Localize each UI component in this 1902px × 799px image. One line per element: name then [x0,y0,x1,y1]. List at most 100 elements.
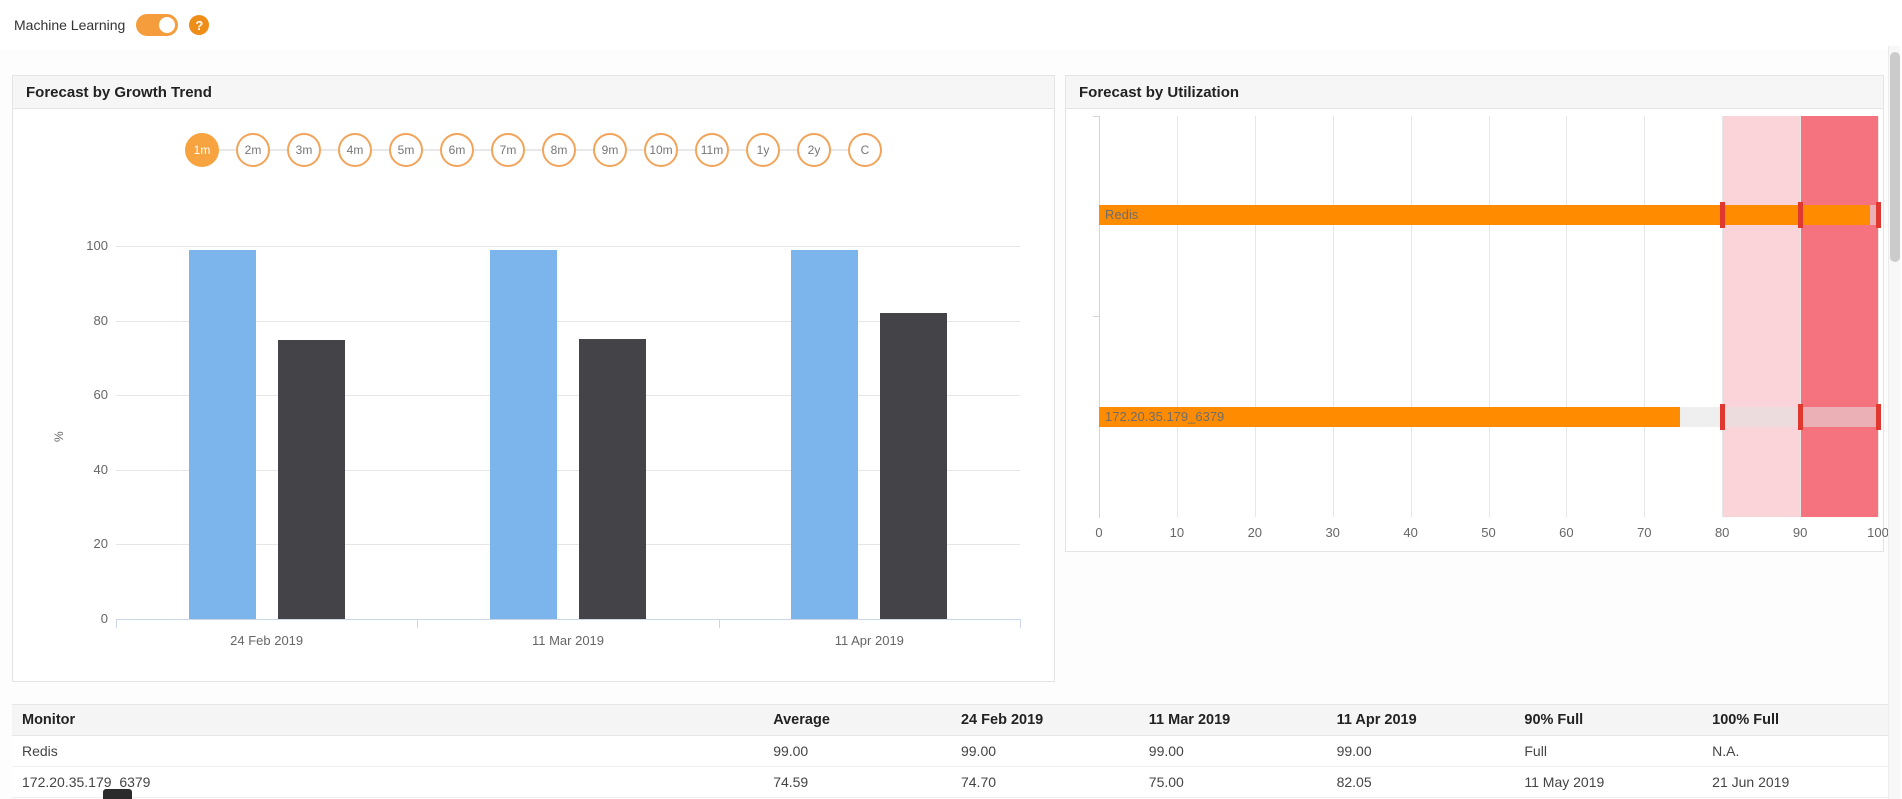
range-button-11m[interactable]: 11m [695,133,729,167]
threshold-tick [1798,404,1804,430]
x-axis-tick [417,619,419,628]
x-axis-tick-label: 10 [1169,525,1185,540]
range-connector [423,149,440,151]
range-button-2m[interactable]: 2m [236,133,270,167]
range-button-9m[interactable]: 9m [593,133,627,167]
y-axis-tick-label: 20 [93,536,108,552]
x-gridline [1722,116,1724,517]
monitor-name-cell: 172.20.35.179_6379 [12,766,764,798]
range-button-7m[interactable]: 7m [491,133,525,167]
range-button-5m[interactable]: 5m [389,133,423,167]
help-icon[interactable]: ? [189,15,210,35]
x-gridline [1800,116,1802,517]
growth-bar [188,249,256,619]
range-connector [321,149,338,151]
y-axis-tick-label: 100 [86,238,108,253]
y-gridline [116,246,1020,247]
y-axis-tick-label: 60 [93,387,108,403]
x-axis-tick-label: 70 [1637,525,1652,540]
value-cell: Full [1514,735,1703,767]
utilization-panel-title: Forecast by Utilization [1079,83,1240,101]
x-axis-tick-label: 40 [1403,525,1418,540]
x-axis-tick-label: 90 [1792,525,1808,540]
y-gridline [116,320,1020,322]
forecast-table: Monitor Average 24 Feb 2019 11 Mar 2019 11 A… [12,704,1890,798]
range-button-1y[interactable]: 1y [746,133,780,167]
column-header-6: 100% Full [1702,704,1890,736]
x-axis-category-label: 24 Feb 2019 [230,633,304,648]
x-axis-tick [718,619,720,628]
value-cell: 74.70 [950,766,1139,798]
range-connector [270,149,287,151]
threshold-tick [1720,404,1726,430]
range-selector: 1m 2m 3m 4m 5m 6m 7m 8m 9m 10m 11m 1y 2y C [13,133,1054,167]
range-connector [678,149,695,151]
range-connector [831,149,848,151]
forecast-utilization-panel: Forecast by Utilization 0 10 20 30 40 50 60 70 8… [1065,75,1889,552]
value-cell: 99.00 [1138,735,1327,767]
bar-track [1680,407,1878,427]
x-gridline [1254,116,1256,517]
range-button-10m[interactable]: 10m [644,133,678,167]
bar-category-label: 172.20.35.179_6379 [1105,409,1225,424]
x-gridline [1878,116,1879,517]
machine-learning-toggle[interactable] [136,14,179,36]
vertical-scrollbar[interactable] [1888,46,1900,799]
bar-track [1870,205,1878,225]
y-axis-tick [1093,316,1099,317]
range-button-6m[interactable]: 6m [440,133,474,167]
y-gridline [116,544,1020,546]
value-cell: 75.00 [1138,766,1327,798]
utilization-chart: 0 10 20 30 40 50 60 70 80 90 100 Redis 172.20.35.179… [1066,109,1889,551]
forecast-growth-trend-panel: Forecast by Growth Trend 1m 2m 3m 4m 5m 6m 7m 8… [12,75,1055,682]
x-gridline [1410,116,1412,517]
monitor-name-cell: Redis [12,735,764,767]
column-header-3: 11 Mar 2019 [1138,704,1327,736]
x-axis-tick-label: 100 [1867,525,1889,540]
value-cell: 99.00 [763,735,951,767]
range-connector [219,149,236,151]
plot-band [1800,116,1878,517]
range-connector [627,149,644,151]
y-axis-tick-label: 40 [93,461,108,477]
table-row: Redis 99.00 99.00 99.00 99.00 Full N.A. [12,735,1890,767]
range-connector [525,149,542,151]
partially-visible-element [103,789,132,799]
table-header-row: Monitor Average 24 Feb 2019 11 Mar 2019 11 A… [12,704,1890,736]
range-button-C[interactable]: C [848,133,882,167]
column-header-1: Average [763,704,951,736]
value-cell: 74.59 [763,766,951,798]
table-row: 172.20.35.179_6379 74.59 74.70 75.00 82.05 11… [12,766,1890,798]
x-gridline [1488,116,1490,517]
y-axis-line [1099,116,1100,518]
growth-bar [791,249,859,619]
column-header-5: 90% Full [1514,704,1703,736]
scrollbar-thumb[interactable] [1890,52,1900,262]
x-axis-tick-label: 60 [1559,525,1574,540]
x-axis-line [116,619,1021,620]
x-axis-tick-label: 0 [1095,525,1103,540]
range-connector [474,149,491,151]
column-header-0: Monitor [12,704,764,736]
range-button-2y[interactable]: 2y [797,133,831,167]
value-cell: 99.00 [1326,735,1515,767]
range-button-8m[interactable]: 8m [542,133,576,167]
y-axis-tick-label: 80 [93,312,108,328]
y-axis-tick-label: 0 [100,611,108,626]
range-button-3m[interactable]: 3m [287,133,321,167]
x-axis-tick [116,619,117,628]
plot-band [1722,116,1801,517]
growth-panel-title: Forecast by Growth Trend [26,83,212,101]
range-button-1m[interactable]: 1m [185,133,219,167]
growth-trend-chart: 0 20 40 60 80 100 24 Feb 2019 11 Mar 2019 11 Apr… [13,109,1054,681]
range-button-4m[interactable]: 4m [338,133,372,167]
x-gridline [1644,116,1646,517]
toggle-knob [159,17,176,33]
panel-header: Forecast by Utilization [1066,76,1883,109]
column-header-4: 11 Apr 2019 [1326,704,1515,736]
growth-bar [880,312,948,619]
threshold-tick [1876,404,1881,430]
x-axis-category-label: 11 Apr 2019 [834,633,904,648]
x-axis-tick-label: 20 [1247,525,1263,540]
x-axis-category-label: 11 Mar 2019 [531,633,605,648]
